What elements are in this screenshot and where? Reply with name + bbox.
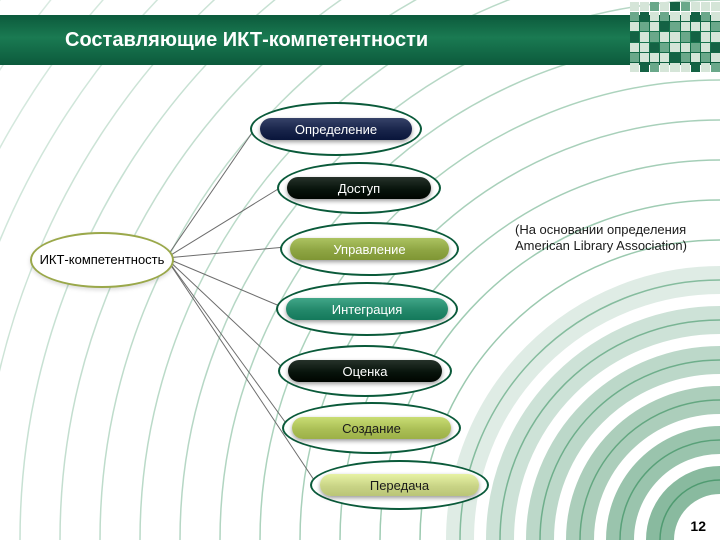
component-label: Создание (338, 421, 405, 436)
component-label: Управление (329, 242, 409, 257)
component-label: Передача (366, 478, 433, 493)
header-bar: Составляющие ИКТ-компетентности (0, 15, 720, 65)
component-node: Оценка (278, 345, 452, 397)
component-node: Передача (310, 460, 489, 510)
component-node: Интеграция (276, 282, 458, 336)
source-label: ИКТ-компетентность (40, 252, 165, 268)
component-label: Доступ (334, 181, 384, 196)
page-title: Составляющие ИКТ-компетентности (65, 29, 428, 52)
component-node: Управление (280, 222, 459, 276)
component-label: Оценка (338, 364, 391, 379)
note-text: (На основании определения American Libra… (515, 222, 695, 255)
component-node: Доступ (277, 162, 441, 214)
page-number: 12 (690, 518, 706, 534)
component-label: Интеграция (328, 302, 407, 317)
component-node: Создание (282, 402, 461, 454)
source-node: ИКТ-компетентность (30, 232, 174, 288)
component-label: Определение (291, 122, 381, 137)
corner-grid-decoration (630, 2, 720, 72)
component-node: Определение (250, 102, 422, 156)
